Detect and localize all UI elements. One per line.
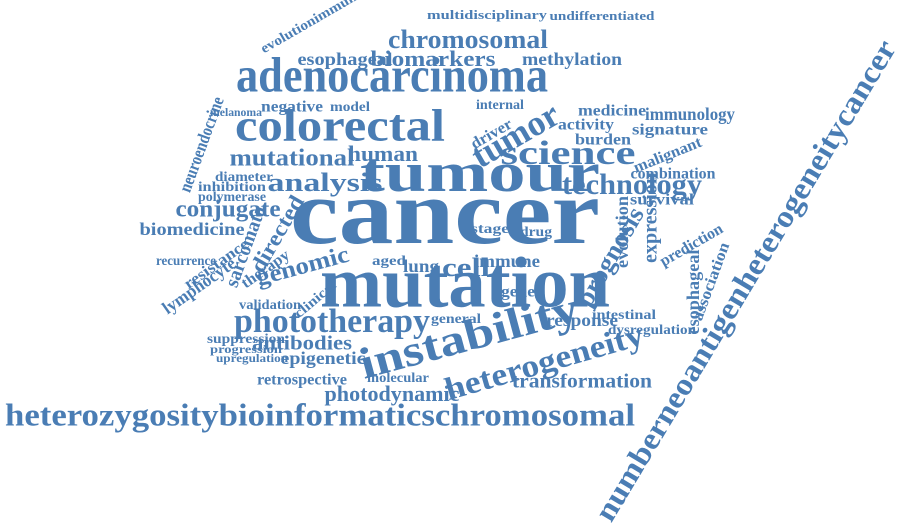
word: survival [630,192,695,209]
word: colorectal [235,100,445,151]
word: melanoma [210,105,262,119]
word: biomedicine [140,219,245,239]
word: intestinal [592,308,656,323]
word: internal [476,98,524,113]
word: molecular [367,371,429,386]
word: retrospective [257,372,347,389]
word: progression [210,342,282,356]
word: photodynamic [325,381,460,406]
word: aged [372,254,406,269]
word: gene [501,284,535,301]
word: burden [575,132,631,149]
word: medicine [578,103,646,120]
word: adenocarcinoma [236,46,548,102]
word: phototherapy [234,303,430,340]
word: transformation [512,371,652,393]
word: response [546,310,618,330]
word: cell [442,253,490,282]
word: esophageal [298,49,393,69]
word: epigenetic [281,348,366,368]
word: validation [239,298,301,313]
word: diameter [215,170,273,185]
word: analysis [268,168,383,197]
word: activity [558,117,614,134]
word: mutational [230,146,355,172]
word: heterozygositybioinformaticschromosomal [5,396,635,432]
word: mutation [320,243,610,323]
word: model [330,100,370,115]
word: upregulation [216,351,288,365]
word: esophageal [683,250,703,335]
word: chromosomal [388,25,548,54]
word: biomarkers [371,46,497,71]
word: tumour [360,142,600,204]
word: lung [403,256,439,276]
word: general [431,312,481,327]
word: negative [261,99,323,116]
word: cancer [290,161,600,263]
word: science [501,135,636,172]
word: inhibition [198,180,266,195]
word: immunology [645,104,735,124]
word: signature [632,122,708,139]
word: suppression [207,332,285,347]
word: antibodies [252,333,352,355]
word: stage [471,222,509,237]
word: methylation [522,49,622,69]
word: multidisciplinary [427,7,548,22]
word: human [348,141,418,166]
word: expression [640,173,662,263]
word: undifferentiated [550,8,656,23]
word: polymerase [198,190,266,205]
word: recurrence [156,254,216,269]
word: conjugate [176,197,281,223]
word: evolution [612,196,632,268]
word: dysregulation [608,323,696,338]
word: technology [562,168,702,201]
word: drug [520,225,552,240]
word: immune [474,251,540,271]
word: combination [631,166,716,183]
